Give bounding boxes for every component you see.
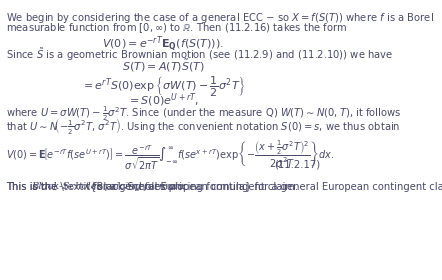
Text: measurable function from $[0, \infty)$ to $\mathbb{R}$. Then (11.2.16) takes the: measurable function from $[0, \infty)$ t… — [6, 21, 347, 35]
Text: This is the \textit{Black-Scholes pricing formula} for a general European contin: This is the \textit{Black-Scholes pricin… — [6, 182, 442, 192]
Text: $V(0) = e^{-rT}\mathbf{E}_\mathbf{Q}(f(S(T))).$: $V(0) = e^{-rT}\mathbf{E}_\mathbf{Q}(f(S… — [102, 34, 224, 53]
Text: $S(T) = A(T)\tilde{S}(T)$: $S(T) = A(T)\tilde{S}(T)$ — [122, 58, 205, 74]
Text: where $U = \sigma W(T) - \frac{1}{2}\sigma^2 T$. Since (under the measure Q) $W(: where $U = \sigma W(T) - \frac{1}{2}\sig… — [6, 105, 401, 123]
Text: (11.2.17): (11.2.17) — [274, 159, 320, 169]
Text: $= e^{rT}S(0)\exp\left\{\sigma W(T) - \dfrac{1}{2}\sigma^2 T\right\}$: $= e^{rT}S(0)\exp\left\{\sigma W(T) - \d… — [81, 74, 246, 98]
Text: for a general European contingent claim.: for a general European contingent claim. — [90, 182, 298, 192]
Text: Since $\tilde{S}$ is a geometric Brownian motion (see (11.2.9) and (11.2.10)) we: Since $\tilde{S}$ is a geometric Brownia… — [6, 46, 393, 63]
Text: Black-Scholes pricing formula: Black-Scholes pricing formula — [31, 182, 184, 191]
Text: $V(0) = \mathbf{E}\!\left[e^{-rT}f(se^{U+rT})\right] = \dfrac{e^{-rT}}{\sigma\sq: $V(0) = \mathbf{E}\!\left[e^{-rT}f(se^{U… — [6, 138, 335, 172]
Text: that $U \sim N\!\left(-\frac{1}{2}\sigma^2 T,\, \sigma^2 T\right)$. Using the co: that $U \sim N\!\left(-\frac{1}{2}\sigma… — [6, 116, 400, 136]
Text: We begin by considering the case of a general ECC $-$ so $X = f(S(T))$ where $f$: We begin by considering the case of a ge… — [6, 11, 434, 25]
Text: $= S(0)e^{U+rT},$: $= S(0)e^{U+rT},$ — [127, 92, 199, 109]
Text: This is the: This is the — [6, 182, 60, 192]
